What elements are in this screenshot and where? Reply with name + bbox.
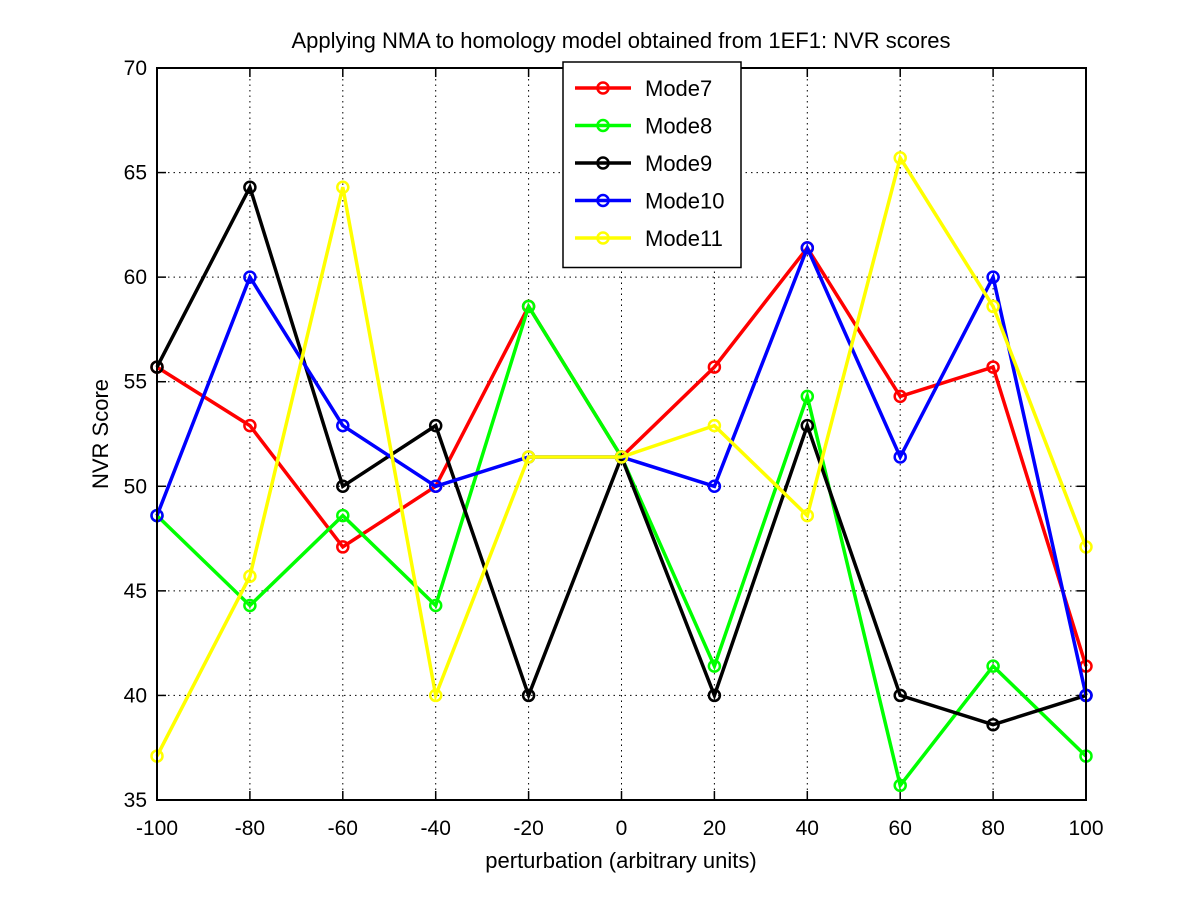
data-point (893, 151, 907, 165)
legend-swatch-marker (596, 231, 610, 245)
data-point (707, 418, 722, 433)
y-tick-label: 40 (124, 684, 147, 707)
data-point (986, 299, 1000, 314)
data-point (893, 778, 907, 793)
data-point (521, 688, 536, 703)
data-point (986, 717, 1000, 732)
y-tick-label: 65 (124, 162, 147, 185)
data-point (893, 389, 907, 404)
legend: Mode7 Mode8 Mode9 Mode10 Mode11 (562, 61, 742, 269)
y-tick-label: 35 (124, 789, 147, 812)
x-tick-label: 60 (889, 817, 912, 840)
x-tick-label: 40 (796, 817, 819, 840)
data-point (893, 450, 907, 464)
data-point (707, 688, 722, 703)
data-point (336, 180, 350, 194)
y-tick-label: 70 (124, 57, 147, 80)
series-line (155, 153, 1088, 757)
y-tick-label: 55 (124, 371, 147, 394)
legend-swatch-marker (596, 118, 610, 133)
data-point (893, 688, 907, 703)
x-tick-label: 100 (1068, 817, 1103, 840)
data-point (707, 479, 722, 494)
data-point (428, 479, 443, 494)
data-point (243, 180, 257, 194)
legend-item: Mode8 (575, 114, 712, 139)
x-tick-label: -40 (421, 817, 451, 840)
x-tick-label: 20 (703, 817, 726, 840)
data-point (243, 598, 257, 613)
data-point (986, 659, 1000, 673)
data-point (800, 389, 815, 404)
data-point (986, 360, 1000, 374)
legend-swatch-marker (596, 81, 610, 95)
legend-item: Mode7 (575, 76, 712, 101)
data-point (243, 270, 257, 284)
data-point (336, 540, 350, 554)
data-point (336, 508, 350, 523)
y-tick-label: 45 (124, 580, 147, 603)
data-point (614, 450, 629, 464)
x-tick-label: -100 (136, 817, 178, 840)
x-tick-label: -80 (235, 817, 265, 840)
legend-label: Mode10 (645, 189, 725, 214)
legend-item: Mode9 (575, 151, 712, 176)
y-tick-label: 50 (124, 475, 147, 498)
y-tick-label: 60 (124, 266, 147, 289)
data-point (800, 508, 815, 523)
data-point (707, 659, 722, 673)
data-point (336, 479, 350, 494)
legend-swatch-marker (596, 156, 610, 170)
legend-swatch-marker (596, 193, 610, 208)
legend-item: Mode11 (575, 226, 723, 251)
legend-item: Mode10 (575, 189, 725, 214)
data-point (800, 241, 815, 255)
axis-ticks: -100 -80 -60 -40 -20 0 20 40 60 80 100 35 40 45 50 55 60… (124, 57, 1104, 840)
data-point (428, 688, 443, 703)
data-point (243, 569, 257, 583)
x-tick-label: -60 (328, 817, 358, 840)
legend-label: Mode7 (645, 76, 712, 101)
data-point (800, 418, 815, 433)
x-tick-label: 0 (616, 817, 628, 840)
y-axis-label: NVR Score (88, 379, 113, 489)
legend-label: Mode8 (645, 114, 712, 139)
legend-label: Mode9 (645, 151, 712, 176)
data-point (243, 418, 257, 433)
data-point (521, 450, 536, 464)
data-point (707, 360, 722, 374)
data-point (986, 270, 1000, 284)
chart-title: Applying NMA to homology model obtained … (291, 28, 950, 53)
x-axis-label: perturbation (arbitrary units) (485, 848, 756, 873)
data-point (521, 299, 536, 314)
legend-label: Mode11 (645, 226, 723, 251)
x-tick-label: -20 (513, 817, 543, 840)
x-tick-label: 80 (981, 817, 1004, 840)
data-point (428, 598, 443, 613)
data-point (428, 418, 443, 433)
data-point (336, 418, 350, 433)
